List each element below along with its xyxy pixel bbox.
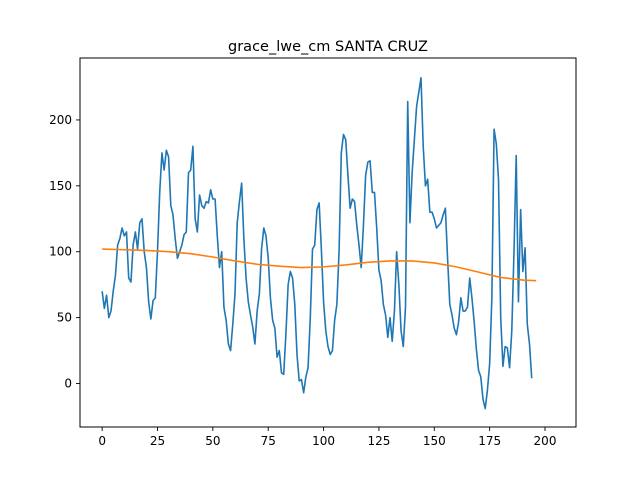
x-tick-label: 0 bbox=[98, 434, 106, 448]
y-tick-label: 150 bbox=[49, 179, 72, 193]
x-tick-label: 125 bbox=[367, 434, 390, 448]
x-tick-label: 75 bbox=[261, 434, 276, 448]
series-line-2 bbox=[102, 248, 537, 282]
x-tick-label: 175 bbox=[478, 434, 501, 448]
plot-area-frame bbox=[79, 57, 577, 428]
x-tick-label: 25 bbox=[150, 434, 165, 448]
chart-title: grace_lwe_cm SANTA CRUZ bbox=[228, 39, 428, 55]
x-tick-label: 50 bbox=[205, 434, 220, 448]
x-tick-label: 150 bbox=[423, 434, 446, 448]
x-axis-ticks: 0 25 50 75 100 125 150 175 200 bbox=[98, 427, 556, 448]
y-tick-label: 50 bbox=[57, 311, 72, 325]
series-layer bbox=[101, 76, 537, 410]
x-tick-label: 100 bbox=[312, 434, 335, 448]
y-tick-label: 200 bbox=[49, 113, 72, 127]
series-line-1 bbox=[101, 76, 533, 410]
y-axis-ticks: 0 50 100 150 200 bbox=[49, 113, 80, 391]
x-tick-label: 200 bbox=[534, 434, 557, 448]
y-tick-label: 0 bbox=[64, 377, 72, 391]
y-tick-label: 100 bbox=[49, 245, 72, 259]
